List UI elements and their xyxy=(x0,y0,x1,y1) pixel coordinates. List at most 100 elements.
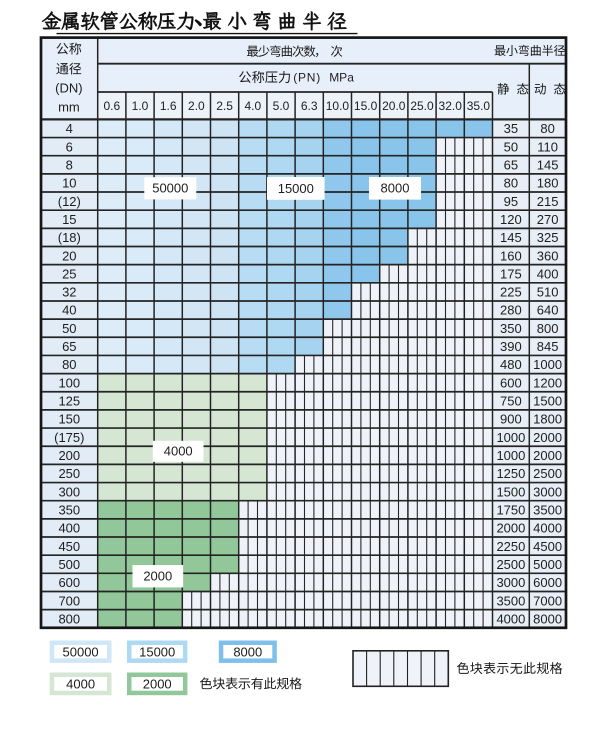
svg-text:600: 600 xyxy=(58,575,80,590)
svg-text:4500: 4500 xyxy=(533,539,562,554)
svg-text:2000: 2000 xyxy=(496,521,525,536)
svg-text:80: 80 xyxy=(540,121,554,136)
svg-text:10.0: 10.0 xyxy=(326,99,350,113)
svg-text:200: 200 xyxy=(58,448,80,463)
svg-text:360: 360 xyxy=(537,248,559,263)
svg-text:175: 175 xyxy=(500,266,522,281)
svg-text:3500: 3500 xyxy=(533,503,562,518)
svg-text:450: 450 xyxy=(58,539,80,554)
svg-text:510: 510 xyxy=(537,285,559,300)
svg-text:400: 400 xyxy=(58,521,80,536)
svg-text:40: 40 xyxy=(62,303,76,318)
svg-text:160: 160 xyxy=(500,248,522,263)
svg-text:6.3: 6.3 xyxy=(301,99,318,113)
svg-text:15000: 15000 xyxy=(139,644,175,659)
svg-text:2500: 2500 xyxy=(496,557,525,572)
svg-text:1000: 1000 xyxy=(533,357,562,372)
svg-text:65: 65 xyxy=(62,339,76,354)
svg-text:10: 10 xyxy=(62,176,76,191)
svg-text:270: 270 xyxy=(537,212,559,227)
svg-text:845: 845 xyxy=(537,339,559,354)
svg-text:110: 110 xyxy=(537,139,558,154)
svg-text:80: 80 xyxy=(62,357,76,372)
svg-text:7000: 7000 xyxy=(533,593,562,608)
svg-text:4000: 4000 xyxy=(533,521,562,536)
svg-text:8000: 8000 xyxy=(233,644,262,659)
svg-text:390: 390 xyxy=(500,339,522,354)
svg-text:500: 500 xyxy=(58,557,80,572)
svg-text:65: 65 xyxy=(504,158,518,173)
svg-text:6: 6 xyxy=(66,139,73,154)
svg-text:215: 215 xyxy=(537,194,559,209)
svg-text:250: 250 xyxy=(58,466,80,481)
svg-text:8: 8 xyxy=(66,158,73,173)
svg-text:800: 800 xyxy=(58,611,80,626)
svg-text:2000: 2000 xyxy=(143,569,172,584)
svg-text:145: 145 xyxy=(537,158,559,173)
svg-text:4000: 4000 xyxy=(164,444,193,459)
svg-text:300: 300 xyxy=(58,484,80,499)
svg-text:15: 15 xyxy=(62,212,76,227)
svg-text:25: 25 xyxy=(62,266,76,281)
svg-text:900: 900 xyxy=(500,412,522,427)
svg-text:2500: 2500 xyxy=(533,466,562,481)
svg-text:3000: 3000 xyxy=(533,484,562,499)
svg-text:1500: 1500 xyxy=(496,484,525,499)
svg-text:1800: 1800 xyxy=(533,412,562,427)
svg-text:325: 325 xyxy=(537,230,559,245)
svg-text:125: 125 xyxy=(58,394,80,409)
svg-text:700: 700 xyxy=(58,593,80,608)
svg-text:4.0: 4.0 xyxy=(244,99,261,113)
svg-text:MPa: MPa xyxy=(329,71,354,85)
svg-text:600: 600 xyxy=(500,375,522,390)
svg-text:1.0: 1.0 xyxy=(132,99,149,113)
svg-text:25.0: 25.0 xyxy=(410,99,434,113)
svg-text:mm: mm xyxy=(58,100,80,115)
svg-text:3500: 3500 xyxy=(496,593,525,608)
svg-text:1250: 1250 xyxy=(496,466,525,481)
svg-text:750: 750 xyxy=(500,394,522,409)
svg-text:120: 120 xyxy=(500,212,522,227)
svg-text:350: 350 xyxy=(500,321,522,336)
svg-text:145: 145 xyxy=(500,230,522,245)
svg-text:400: 400 xyxy=(537,266,559,281)
svg-text:50: 50 xyxy=(62,321,76,336)
svg-text:35.0: 35.0 xyxy=(467,99,491,113)
svg-text:(175): (175) xyxy=(54,430,84,445)
svg-text:2000: 2000 xyxy=(533,430,562,445)
svg-text:15000: 15000 xyxy=(278,181,314,196)
svg-text:(18): (18) xyxy=(58,230,81,245)
svg-text:180: 180 xyxy=(537,176,559,191)
svg-text:20: 20 xyxy=(62,248,76,263)
svg-text:2250: 2250 xyxy=(496,539,525,554)
svg-text:80: 80 xyxy=(504,176,518,191)
svg-text:(PN): (PN) xyxy=(293,71,321,85)
svg-text:1750: 1750 xyxy=(496,503,525,518)
svg-text:225: 225 xyxy=(500,285,522,300)
svg-text:50000: 50000 xyxy=(63,644,99,659)
svg-text:32.0: 32.0 xyxy=(439,99,463,113)
svg-text:2.5: 2.5 xyxy=(216,99,233,113)
svg-text:5.0: 5.0 xyxy=(273,99,290,113)
svg-text:6000: 6000 xyxy=(533,575,562,590)
svg-text:2000: 2000 xyxy=(143,677,172,692)
svg-text:150: 150 xyxy=(58,412,80,427)
svg-text:1000: 1000 xyxy=(496,430,525,445)
svg-text:20.0: 20.0 xyxy=(382,99,406,113)
svg-text:8000: 8000 xyxy=(381,181,410,196)
svg-text:1000: 1000 xyxy=(496,448,525,463)
svg-text:1500: 1500 xyxy=(533,394,562,409)
svg-text:5000: 5000 xyxy=(533,557,562,572)
svg-text:4: 4 xyxy=(66,121,73,136)
svg-text:4000: 4000 xyxy=(496,611,525,626)
svg-text:280: 280 xyxy=(500,303,522,318)
svg-text:95: 95 xyxy=(504,194,518,209)
svg-text:1.6: 1.6 xyxy=(160,99,177,113)
svg-text:1200: 1200 xyxy=(533,375,562,390)
svg-text:2.0: 2.0 xyxy=(188,99,205,113)
svg-text:640: 640 xyxy=(537,303,559,318)
svg-text:100: 100 xyxy=(58,375,80,390)
svg-text:50000: 50000 xyxy=(152,181,188,196)
svg-text:800: 800 xyxy=(537,321,559,336)
svg-text:480: 480 xyxy=(500,357,522,372)
